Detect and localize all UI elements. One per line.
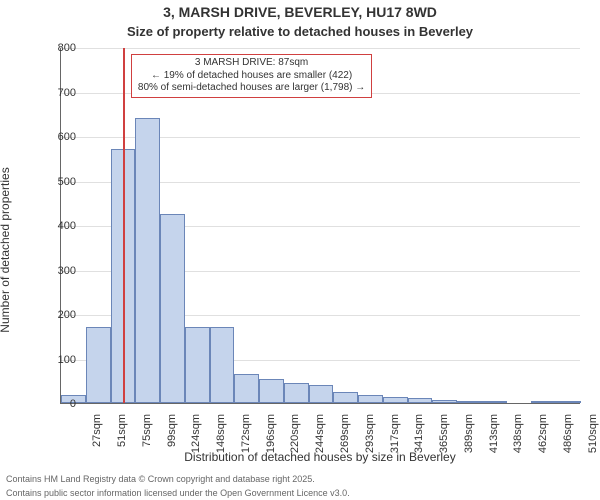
x-tick-label: 196sqm <box>265 414 277 464</box>
x-tick-label: 75sqm <box>141 414 153 464</box>
x-tick-label: 486sqm <box>562 414 574 464</box>
histogram-bar <box>383 397 408 403</box>
histogram-bar <box>259 379 284 403</box>
histogram-bar <box>160 214 185 403</box>
y-tick-label: 0 <box>36 398 76 410</box>
y-tick-label: 800 <box>36 42 76 54</box>
x-tick-label: 99sqm <box>166 414 178 464</box>
x-tick-label: 293sqm <box>364 414 376 464</box>
footer-line-2: Contains public sector information licen… <box>6 488 596 498</box>
x-tick-label: 413sqm <box>488 414 500 464</box>
histogram-bar <box>284 383 309 403</box>
callout-line-2: ← 19% of detached houses are smaller (42… <box>138 70 365 83</box>
histogram-bar <box>135 118 160 403</box>
x-tick-label: 172sqm <box>240 414 252 464</box>
histogram-bar <box>210 327 235 403</box>
y-tick-label: 200 <box>36 309 76 321</box>
x-tick-label: 341sqm <box>413 414 425 464</box>
gridline <box>61 48 580 49</box>
histogram-bar <box>556 401 581 403</box>
histogram-bar <box>333 392 358 403</box>
chart-subtitle: Size of property relative to detached ho… <box>0 24 600 39</box>
x-tick-label: 269sqm <box>339 414 351 464</box>
x-tick-label: 51sqm <box>116 414 128 464</box>
y-tick-label: 400 <box>36 220 76 232</box>
histogram-bar <box>185 327 210 403</box>
x-tick-label: 27sqm <box>91 414 103 464</box>
histogram-bar <box>309 385 334 403</box>
x-tick-label: 317sqm <box>389 414 401 464</box>
property-callout: 3 MARSH DRIVE: 87sqm← 19% of detached ho… <box>131 54 372 98</box>
histogram-bar <box>86 327 111 403</box>
callout-line-3: 80% of semi-detached houses are larger (… <box>138 82 365 95</box>
plot-area: 3 MARSH DRIVE: 87sqm← 19% of detached ho… <box>60 48 580 404</box>
x-tick-label: 244sqm <box>314 414 326 464</box>
x-tick-label: 124sqm <box>190 414 202 464</box>
x-tick-label: 389sqm <box>463 414 475 464</box>
histogram-bar <box>457 401 482 403</box>
x-tick-label: 365sqm <box>438 414 450 464</box>
histogram-bar <box>358 395 383 403</box>
x-tick-label: 510sqm <box>587 414 599 464</box>
histogram-bar <box>482 401 507 403</box>
property-marker-line <box>123 48 125 403</box>
y-axis-label: Number of detached properties <box>0 167 12 332</box>
x-tick-label: 438sqm <box>512 414 524 464</box>
y-tick-label: 300 <box>36 265 76 277</box>
histogram-bar <box>234 374 259 403</box>
chart-title: 3, MARSH DRIVE, BEVERLEY, HU17 8WD <box>0 4 600 20</box>
x-tick-label: 148sqm <box>215 414 227 464</box>
y-tick-label: 100 <box>36 354 76 366</box>
footer-line-1: Contains HM Land Registry data © Crown c… <box>6 474 596 484</box>
x-tick-label: 462sqm <box>537 414 549 464</box>
histogram-bar <box>408 398 433 403</box>
property-size-chart: 3, MARSH DRIVE, BEVERLEY, HU17 8WD Size … <box>0 0 600 500</box>
histogram-bar <box>432 400 457 403</box>
x-tick-label: 220sqm <box>289 414 301 464</box>
histogram-bar <box>531 401 556 403</box>
callout-line-1: 3 MARSH DRIVE: 87sqm <box>138 57 365 70</box>
y-tick-label: 600 <box>36 131 76 143</box>
y-tick-label: 500 <box>36 176 76 188</box>
y-tick-label: 700 <box>36 87 76 99</box>
